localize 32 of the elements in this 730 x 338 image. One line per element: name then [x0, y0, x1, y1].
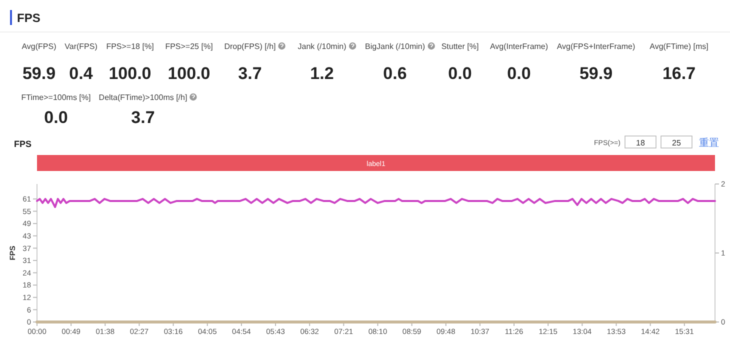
text: 0.0	[448, 64, 472, 83]
text: 0.4	[69, 64, 94, 83]
text: 59.9	[579, 64, 613, 83]
text: Var(FPS)	[64, 42, 98, 51]
text: FTime>=100ms [%]	[21, 93, 91, 102]
text: Jank (/10min)	[298, 42, 347, 51]
line-series	[36, 198, 716, 208]
text: 0.0	[507, 64, 531, 83]
text: 100.0	[108, 64, 152, 83]
text: Drop(FPS) [/h]	[224, 42, 276, 51]
text: BigJank (/10min)	[364, 42, 426, 51]
text: Avg(FPS+InterFrame)	[556, 42, 636, 51]
text: Stutter [%]	[441, 42, 479, 51]
text: 1.2	[310, 64, 334, 83]
chart-title: FPS	[14, 139, 32, 149]
text: 3.7	[131, 108, 155, 127]
text: 25	[672, 138, 682, 148]
text: FPS>=25 [%]	[165, 42, 213, 51]
text: Avg(InterFrame)	[490, 42, 548, 51]
text: 18	[636, 138, 646, 148]
text: 59.9	[22, 64, 56, 83]
text: FPS>=18 [%]	[106, 42, 154, 51]
text: Avg(FPS)	[22, 42, 57, 51]
text: 0.6	[383, 64, 407, 83]
text: 16.7	[662, 64, 696, 83]
text: 重置	[699, 137, 719, 149]
text: Delta(FTime)>100ms [/h]	[98, 93, 188, 102]
text: 0.0	[44, 108, 68, 127]
text: 100.0	[168, 64, 210, 83]
text: FPS	[17, 11, 40, 25]
text: 3.7	[238, 64, 262, 83]
text: Avg(FTime) [ms]	[650, 42, 708, 51]
